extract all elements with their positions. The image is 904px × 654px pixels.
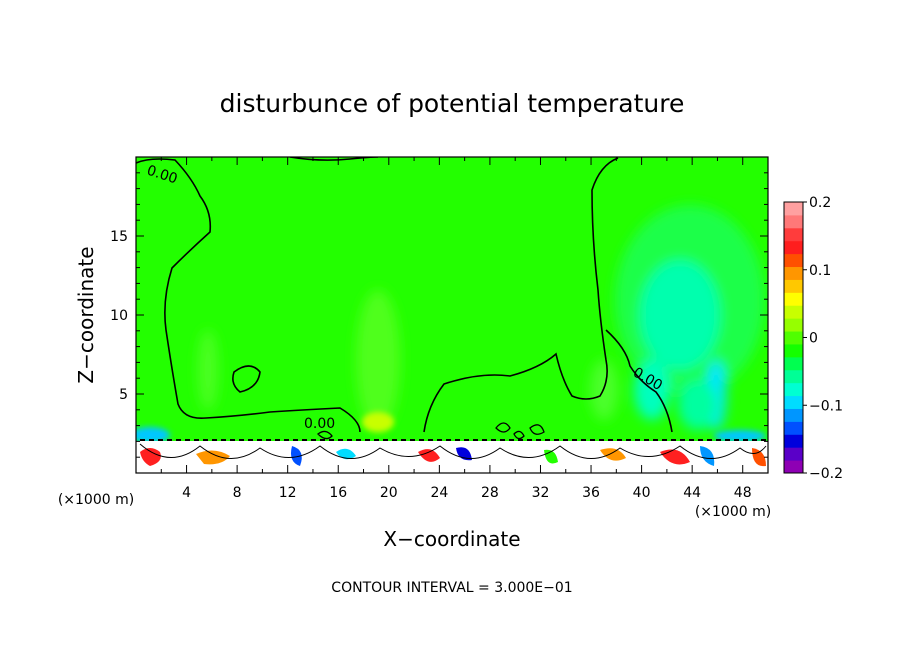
colorbar-swatch — [784, 343, 803, 358]
zero-contour-left — [136, 158, 361, 433]
colorbar: 0.2 0.1 0 −0.1 −0.2 — [783, 195, 843, 482]
bottom-swirl-cyan-1 — [336, 448, 356, 460]
colorbar-tick-label: −0.2 — [809, 466, 843, 482]
zero-contour-right — [605, 329, 673, 433]
cyan-band-right — [714, 430, 766, 442]
y-axis-ticks: 5 10 15 — [110, 172, 768, 458]
colorbar-swatch — [784, 447, 803, 461]
colorbar-tick-label: −0.1 — [809, 398, 843, 414]
bottom-swirl-red-3 — [660, 449, 690, 465]
x-tick-label: 24 — [430, 485, 448, 501]
y-tick-label: 15 — [110, 229, 128, 245]
colorbar-swatch — [784, 227, 803, 242]
colorbar-tick-label: 0 — [809, 331, 818, 347]
bottom-swirl-red-1 — [140, 448, 161, 466]
x-tick-label: 36 — [582, 485, 600, 501]
x-tick-label: 12 — [279, 485, 297, 501]
zero-contour-mid — [423, 157, 619, 433]
x-tick-label: 20 — [380, 485, 398, 501]
colorbar-swatch — [784, 279, 803, 293]
small-contour-loops — [317, 422, 545, 440]
yellow-patch-20 — [362, 412, 394, 432]
warm-plume-6 — [198, 330, 218, 410]
x-tick-label: 8 — [233, 485, 242, 501]
teal-region-right — [640, 260, 720, 370]
warm-plume-20 — [356, 290, 400, 430]
bottom-swirl-red-4 — [752, 448, 766, 467]
colorbar-swatch — [784, 266, 803, 280]
x-tick-label: 16 — [329, 485, 347, 501]
colorbar-swatch — [784, 253, 803, 268]
colorbar-swatch — [784, 240, 803, 255]
x-tick-label: 32 — [532, 485, 550, 501]
y-unit-label: (×1000 m) — [58, 492, 134, 508]
x-axis-label: X−coordinate — [383, 527, 520, 551]
colorbar-swatch — [784, 318, 803, 332]
cyan-band-left — [136, 427, 170, 443]
colorbar-swatch — [784, 369, 803, 384]
contour-label-bottom: 0.00 — [304, 416, 335, 432]
bottom-swirl-orange-2 — [600, 448, 626, 461]
colorbar-swatch — [784, 395, 803, 409]
colorbar-swatch — [784, 292, 803, 306]
y-axis-label: Z−coordinate — [74, 246, 98, 383]
colorbar-swatch — [784, 421, 803, 435]
zero-contour-loop — [232, 365, 261, 393]
x-axis-ticks: 4 8 12 16 20 24 28 32 36 40 44 48 — [160, 157, 752, 501]
colorbar-swatch — [784, 214, 803, 229]
x-tick-label: 48 — [734, 485, 752, 501]
y-tick-label: 5 — [119, 387, 128, 403]
x-tick-label: 4 — [182, 485, 191, 501]
plot-field — [136, 157, 768, 473]
x-tick-label: 44 — [683, 485, 701, 501]
contour-interval-note: CONTOUR INTERVAL = 3.000E−01 — [331, 580, 572, 596]
colorbar-swatch — [784, 356, 803, 371]
colorbar-tick-label: 0.1 — [809, 263, 831, 279]
colorbar-swatch — [784, 305, 803, 319]
colorbar-swatch — [784, 202, 803, 216]
bottom-swirl-red-2 — [418, 449, 440, 462]
colorbar-swatch — [784, 382, 803, 397]
x-unit-label: (×1000 m) — [695, 504, 771, 520]
cool-plume-44 — [678, 380, 718, 430]
colorbar-tick-label: 0.2 — [809, 195, 831, 211]
x-tick-label: 28 — [481, 485, 499, 501]
x-tick-label: 40 — [633, 485, 651, 501]
colorbar-swatch — [784, 408, 803, 422]
y-tick-label: 10 — [110, 308, 128, 324]
colorbar-swatch — [784, 434, 803, 448]
bottom-contours — [139, 443, 767, 459]
colorbar-swatch — [784, 460, 803, 474]
chart-title: disturbunce of potential temperature — [220, 89, 685, 118]
bottom-swirl-orange-1 — [196, 450, 230, 465]
colorbar-swatch — [784, 331, 803, 345]
bottom-swirl-blue-1 — [291, 446, 302, 466]
bottom-swirl-blue-2 — [700, 446, 715, 466]
